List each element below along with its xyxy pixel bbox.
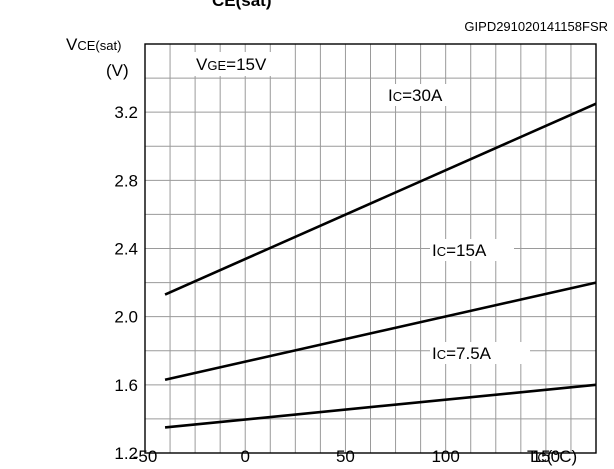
series-label-sub: C (437, 244, 446, 259)
series-line (164, 383, 597, 429)
x-tick-label: 100 (431, 447, 459, 466)
y-tick-label: 1.2 (114, 444, 138, 463)
x-tick-label: 50 (336, 447, 355, 466)
series-label: IC=7.5A (432, 344, 492, 363)
series-label-sub: C (437, 347, 446, 362)
x-tick-label: 150 (532, 447, 560, 466)
y-tick-label: 3.2 (114, 103, 138, 122)
figure-code: GIPD291020141158FSR (464, 19, 608, 34)
series-label-main: I (432, 241, 437, 260)
y-axis-unit: (V) (106, 61, 129, 80)
series-label-sub: C (393, 89, 402, 104)
header-fragment: CE(sat) (212, 0, 272, 10)
y-tick-label: 2.0 (114, 308, 138, 327)
condition-sub: GE (207, 58, 226, 73)
series-label-main: I (388, 86, 393, 105)
plot-frame (144, 43, 597, 454)
x-axis-label-main: T (527, 447, 537, 466)
y-axis-label-text: VCE(sat) (66, 35, 121, 54)
series-label: IC=15A (432, 241, 487, 260)
series-lines (164, 102, 597, 429)
series-line (164, 102, 597, 296)
series-label-rest: =7.5A (446, 344, 492, 363)
series-label-rest: =30A (402, 86, 443, 105)
x-axis-label-sub: C (537, 450, 546, 465)
condition-main: V (196, 55, 208, 74)
series-label-bg (430, 239, 514, 261)
condition-label: VGE=15V (194, 52, 284, 76)
y-tick-label: 1.6 (114, 376, 138, 395)
x-tick-labels: -50 0 50 100 150 (133, 447, 560, 466)
series-label-bg (386, 84, 470, 106)
series-label-main: I (432, 344, 437, 363)
x-axis-label-unit: (°C) (547, 447, 577, 466)
series-label: IC=30A (388, 86, 443, 105)
series-label-rest: =15A (446, 241, 487, 260)
x-axis-label: TC(°C) (527, 447, 577, 466)
x-tick-label: -50 (133, 447, 158, 466)
series-label-bg (430, 342, 530, 364)
y-axis-label: VCE(sat) (V) (64, 34, 144, 80)
y-tick-label: 2.8 (114, 171, 138, 190)
series-line (164, 281, 597, 381)
y-tick-labels: 1.2 1.6 2.0 2.4 2.8 3.2 (114, 103, 138, 463)
y-axis-label-main: V (66, 35, 78, 54)
x-tick-label: 0 (240, 447, 249, 466)
condition-rest: =15V (226, 55, 267, 74)
svg-text:VGE=15V: VGE=15V (196, 55, 267, 74)
svg-text:TC(°C): TC(°C) (527, 447, 577, 466)
y-tick-label: 2.4 (114, 240, 138, 259)
y-axis-label-sub: CE(sat) (77, 38, 121, 53)
